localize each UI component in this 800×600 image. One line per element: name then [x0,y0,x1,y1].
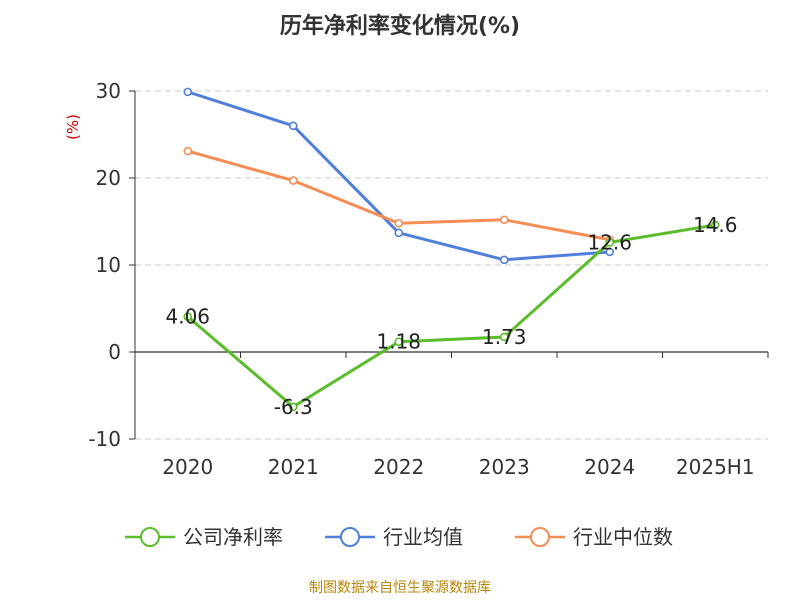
source-note: 制图数据来自恒生聚源数据库 [309,580,491,596]
legend-marker [140,527,160,547]
y-tick-label: 30 [96,79,121,103]
data-label: 4.06 [165,305,210,329]
y-tick-label: 20 [96,166,121,190]
grid-lines [135,90,768,440]
data-label: 1.73 [482,325,527,349]
series-layer [183,87,720,412]
x-tick-label: 2023 [479,455,530,479]
data-point [394,337,404,347]
data-point [288,121,298,131]
data-point [605,247,615,257]
x-tick-label: 2022 [373,455,424,479]
y-tick-label: 0 [108,340,121,364]
y-tick-label: -10 [88,427,121,451]
series-line [186,223,716,409]
data-point [394,228,404,238]
legend-label: 行业中位数 [573,525,673,549]
data-point [499,255,509,265]
data-point [288,176,298,185]
data-point [183,146,193,156]
data-labels: 4.06 -6.3 1.18 1.73 12.6 14.6 [165,213,737,419]
data-point [394,218,404,228]
data-label: 12.6 [587,230,632,254]
chart-title: 历年净利率变化情况(%) [280,13,520,39]
x-tick-label: 2024 [584,455,635,479]
legend-label: 公司净利率 [183,525,283,549]
y-tick-label: 10 [96,253,121,277]
data-label: 1.18 [376,330,421,354]
data-point [605,238,615,247]
data-point [288,402,298,412]
x-tick-label: 2025H1 [676,455,755,479]
x-tick-label: 2021 [268,455,319,479]
data-point [499,332,509,342]
data-point [499,215,509,225]
legend-label: 行业均值 [383,525,463,549]
x-tick-label: 2020 [162,455,213,479]
data-label: -6.3 [274,395,313,419]
legend-marker [340,527,360,547]
y-axis-unit: (%) [64,114,82,140]
axes: 30 20 10 0 -10 2020 2021 2022 2023 2024 2025H1 [88,79,769,479]
legend-marker [530,527,550,547]
legend: 公司净利率 行业均值 行业中位数 [125,525,673,549]
data-point [710,220,720,230]
data-label: 14.6 [693,213,738,237]
data-point [183,87,193,97]
data-point [183,312,193,321]
